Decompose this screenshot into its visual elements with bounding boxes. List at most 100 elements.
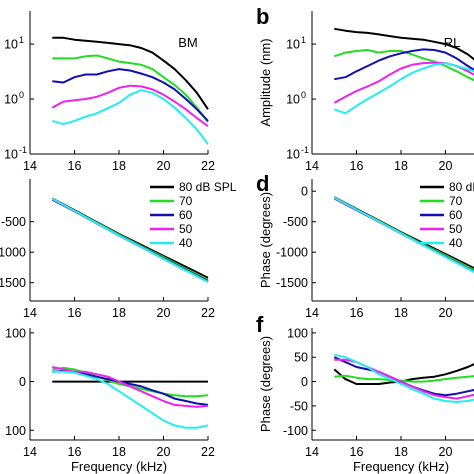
panel-annotation: BM xyxy=(178,35,198,50)
y-tick-label: 50 xyxy=(294,351,308,365)
y-tick-base: 0 xyxy=(301,375,308,389)
x-tick-label: 20 xyxy=(157,306,171,320)
y-tick-base: 10 xyxy=(286,38,300,52)
series-line-2 xyxy=(334,48,474,81)
x-tick-label: 14 xyxy=(23,445,37,459)
x-tick-label: 18 xyxy=(394,445,408,459)
y-tick-base: -100 xyxy=(283,424,308,438)
y-axis-title: Amplitude (nm) xyxy=(258,38,273,126)
legend-entry: 80 dB SPL xyxy=(179,180,237,194)
x-tick-label: 22 xyxy=(201,445,215,459)
y-tick-base: 100 xyxy=(287,326,308,340)
y-tick-exponent: -1 xyxy=(19,145,27,155)
y-tick-label: 10 xyxy=(286,148,300,162)
x-tick-label: 14 xyxy=(23,159,37,173)
y-tick-exponent: 1 xyxy=(19,35,24,45)
y-tick-label: 10 xyxy=(4,38,18,52)
y-tick-label: -1500 xyxy=(0,276,26,290)
y-tick-label: -1000 xyxy=(0,246,26,260)
series-line-4 xyxy=(52,89,209,145)
series-line-3 xyxy=(51,84,209,128)
y-tick-base: -50 xyxy=(290,399,308,413)
x-tick-label: 18 xyxy=(112,445,126,459)
series-line-1 xyxy=(52,54,209,123)
y-tick-label: -50 xyxy=(290,399,308,413)
panel-letter: b xyxy=(256,4,269,29)
series-line-0 xyxy=(52,36,209,110)
x-tick-label: 16 xyxy=(68,306,82,320)
y-tick-label: 0 xyxy=(301,375,308,389)
y-tick-base: 50 xyxy=(294,351,308,365)
y-tick-base: -1500 xyxy=(0,276,26,290)
x-tick-label: 20 xyxy=(439,306,453,320)
panel-c: 14 16 18 20 22 -500 -1000 -1500 xyxy=(0,179,215,320)
legend-entry: 40 xyxy=(449,236,463,250)
panel-e: 14 16 18 20 22 100 0 100 Frequency (kHz) xyxy=(5,326,215,474)
x-axis-title: Frequency (kHz) xyxy=(71,459,167,474)
y-tick-label: 100 xyxy=(287,326,308,340)
y-tick-base: -1000 xyxy=(276,246,308,260)
y-axis-title: Phase (degrees) xyxy=(258,192,273,288)
x-tick-label: 20 xyxy=(439,159,453,173)
series-line-2 xyxy=(52,68,209,122)
series-line-4 xyxy=(333,196,474,274)
x-tick-label: 18 xyxy=(394,159,408,173)
x-tick-label: 20 xyxy=(157,445,171,459)
y-tick-base: -500 xyxy=(283,215,308,229)
x-tick-label: 20 xyxy=(157,159,171,173)
x-tick-label: 16 xyxy=(68,445,82,459)
y-tick-base: -1500 xyxy=(276,276,308,290)
y-tick-base: 10 xyxy=(286,148,300,162)
y-tick-base: 100 xyxy=(5,424,26,438)
series-line-3 xyxy=(333,61,474,104)
y-tick-exponent: 0 xyxy=(301,90,306,100)
x-tick-label: 22 xyxy=(201,159,215,173)
x-tick-label: 14 xyxy=(305,306,319,320)
y-tick-label: -500 xyxy=(283,215,308,229)
legend-entry: 70 xyxy=(449,194,463,208)
x-axis-title: Frequency (kHz) xyxy=(353,459,449,474)
legend-entry: 60 xyxy=(449,208,463,222)
series-line-0 xyxy=(333,363,474,385)
y-tick-exponent: 1 xyxy=(301,35,306,45)
panel-letter: d xyxy=(256,171,269,196)
y-tick-label: -100 xyxy=(283,424,308,438)
y-tick-base: 10 xyxy=(4,38,18,52)
x-tick-label: 18 xyxy=(112,306,126,320)
y-tick-exponent: -1 xyxy=(301,145,309,155)
y-tick-base: -500 xyxy=(1,215,26,229)
legend-entry: 40 xyxy=(179,236,193,250)
y-tick-label: 100 xyxy=(5,424,26,438)
y-tick-label: 10 xyxy=(4,93,18,107)
series-line-4 xyxy=(52,370,209,429)
x-tick-label: 16 xyxy=(350,306,364,320)
legend-entry: 50 xyxy=(179,222,193,236)
y-tick-base: 10 xyxy=(286,93,300,107)
y-tick-label: 100 xyxy=(5,326,26,340)
y-tick-base: 0 xyxy=(301,185,308,199)
y-axis-title: Phase (degrees) xyxy=(258,336,273,432)
y-tick-base: 0 xyxy=(19,375,26,389)
y-tick-base: 10 xyxy=(4,148,18,162)
y-tick-base: -1000 xyxy=(0,246,26,260)
y-tick-label: 10 xyxy=(286,93,300,107)
series-line-1 xyxy=(333,49,474,82)
x-tick-label: 18 xyxy=(394,306,408,320)
legend-entry: 80 dB SPL xyxy=(449,180,474,194)
y-tick-label: -1500 xyxy=(276,276,308,290)
legend-entry: 50 xyxy=(449,222,463,236)
y-tick-label: 10 xyxy=(286,38,300,52)
y-tick-base: 10 xyxy=(4,93,18,107)
series-line-3 xyxy=(52,366,209,408)
series-line-4 xyxy=(51,197,209,283)
y-tick-label: -1000 xyxy=(276,246,308,260)
legend-entry: 70 xyxy=(179,194,193,208)
